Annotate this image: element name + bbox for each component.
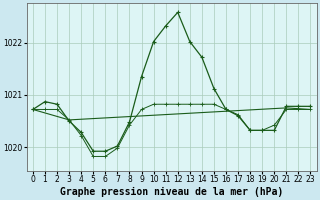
X-axis label: Graphe pression niveau de la mer (hPa): Graphe pression niveau de la mer (hPa) <box>60 186 283 197</box>
